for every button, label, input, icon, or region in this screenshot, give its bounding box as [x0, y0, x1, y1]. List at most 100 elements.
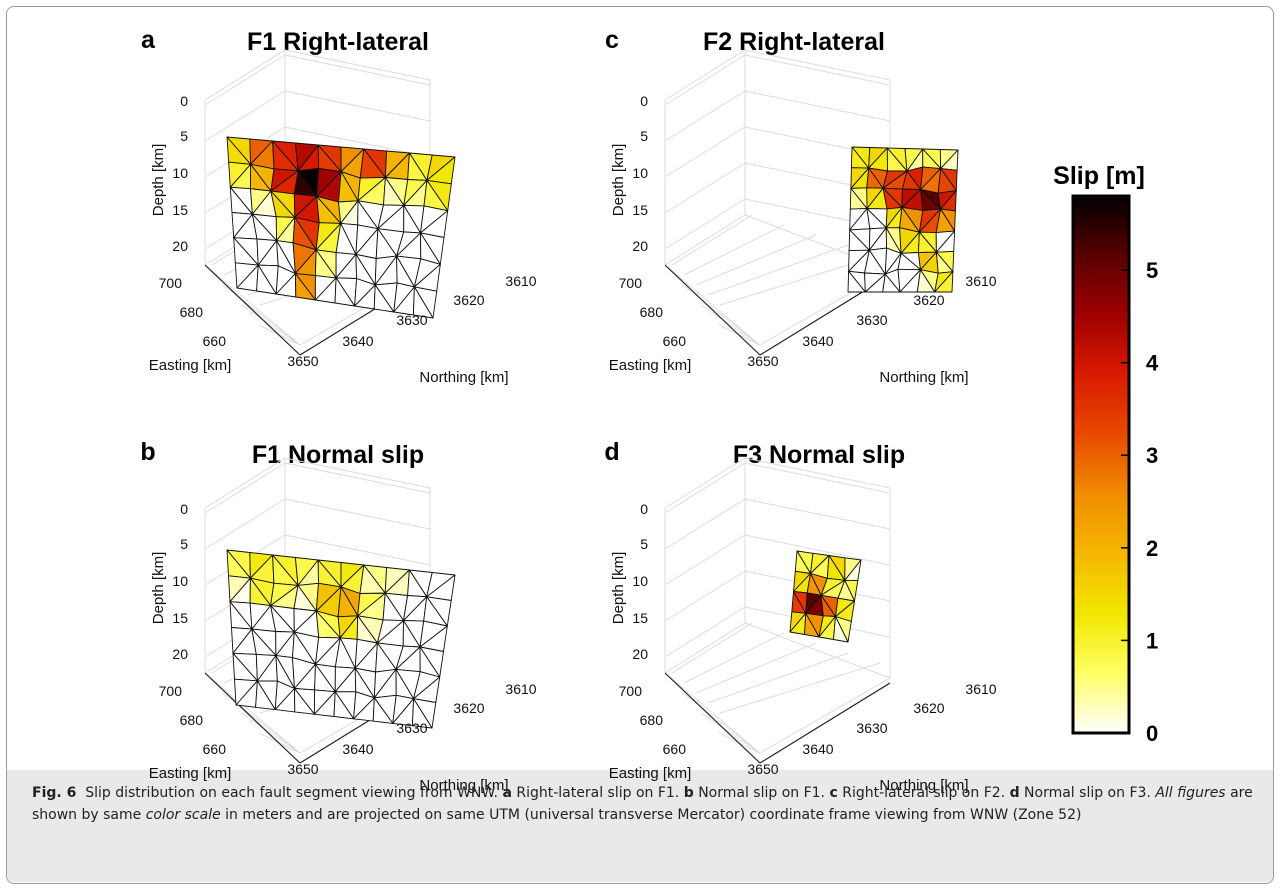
easting-axis-label: Easting [km] [609, 357, 692, 374]
grid-line [664, 606, 746, 658]
grid-line [744, 498, 891, 530]
depth-tick-label: 10 [632, 573, 648, 589]
northing-tick-label: 3640 [342, 741, 373, 757]
caption-label-d: d [1009, 785, 1020, 801]
grid-line [744, 49, 891, 81]
depth-tick-label: 0 [180, 93, 188, 109]
easting-axis-line [204, 264, 301, 356]
northing-tick-label: 3610 [965, 681, 996, 697]
depth-tick-label: 15 [632, 202, 648, 218]
grid-line [671, 214, 753, 266]
slip-patch [294, 273, 316, 301]
easting-axis-label: Easting [km] [609, 765, 692, 782]
northing-tick-label: 3610 [505, 681, 536, 697]
easting-axis-label: Easting [km] [149, 357, 232, 374]
grid-line [664, 54, 746, 106]
slip-patch [412, 286, 434, 319]
northing-tick-label: 3650 [747, 761, 778, 777]
grid-line [204, 54, 286, 106]
colorbar-tick-label: 3 [1146, 443, 1158, 468]
slip-patch [804, 612, 820, 638]
easting-tick-label: 700 [619, 275, 643, 291]
colorbar-tick-label: 5 [1146, 258, 1158, 283]
grid-line [683, 632, 785, 684]
grid-line [683, 224, 785, 276]
grid-line [695, 234, 817, 286]
slip-patch [934, 271, 954, 293]
depth-axis-label: Depth [km] [610, 144, 627, 217]
slip-patch [372, 697, 394, 724]
depth-tick-label: 15 [632, 610, 648, 626]
depth-tick-label: 5 [180, 536, 188, 552]
easting-tick-label: 660 [203, 333, 227, 349]
panel-letter-d: d [604, 438, 619, 466]
panel-title-d: F3 Normal slip [733, 441, 905, 469]
slip-patch [411, 698, 433, 729]
northing-tick-label: 3640 [342, 333, 373, 349]
grid-line [664, 214, 746, 266]
caption-text: Slip distribution on each fault segment … [85, 785, 499, 801]
easting-tick-label: 700 [619, 683, 643, 699]
fault-mesh-a [226, 136, 456, 319]
depth-axis-label: Depth [km] [610, 552, 627, 625]
easting-tick-label: 660 [203, 741, 227, 757]
fault-mesh-c [847, 146, 959, 293]
grid-line [240, 712, 301, 754]
slip-patch [333, 691, 355, 720]
grid-line [204, 264, 301, 346]
caption-text: Right-lateral slip on F2. [842, 785, 1006, 801]
grid-line [744, 534, 891, 566]
depth-tick-label: 10 [172, 165, 188, 181]
caption-figure-label: Fig. 6 [32, 785, 77, 801]
depth-axis-label: Depth [km] [150, 552, 167, 625]
slip-patch [294, 688, 315, 715]
grid-line [719, 662, 881, 714]
northing-axis-label: Northing [km] [879, 369, 968, 386]
grid-line [664, 162, 746, 214]
caption-italic: All figures [1155, 785, 1226, 801]
grid-line [664, 622, 746, 674]
depth-axis-label: Depth [km] [150, 144, 167, 217]
grid-line [284, 49, 431, 81]
easting-tick-label: 680 [180, 304, 204, 320]
northing-tick-label: 3610 [965, 273, 996, 289]
grid-line [700, 304, 761, 346]
grid-line [682, 692, 761, 754]
northing-tick-label: 3630 [856, 720, 887, 736]
northing-tick-label: 3630 [396, 312, 427, 328]
depth-tick-label: 20 [632, 646, 648, 662]
grid-line [204, 49, 286, 101]
grid-line [664, 49, 746, 101]
easting-axis-line [664, 672, 761, 764]
depth-tick-label: 15 [172, 610, 188, 626]
easting-axis-line [664, 264, 761, 356]
depth-tick-label: 0 [640, 501, 648, 517]
grid-line [284, 462, 431, 494]
panel-letter-b: b [140, 438, 155, 466]
easting-tick-label: 700 [159, 275, 183, 291]
slip-patch [373, 284, 395, 313]
depth-tick-label: 0 [640, 93, 648, 109]
grid-line [664, 570, 746, 622]
grid-line [682, 284, 761, 346]
easting-tick-label: 660 [663, 741, 687, 757]
colorbar-tick-label: 0 [1146, 721, 1158, 746]
grid-line [664, 457, 746, 509]
panel-letter-c: c [605, 26, 619, 54]
easting-tick-label: 700 [159, 683, 183, 699]
slip-patch [847, 270, 866, 293]
caption-label-b: b [683, 785, 694, 801]
colorbar-tick-label: 1 [1146, 628, 1158, 653]
depth-tick-label: 5 [640, 128, 648, 144]
easting-tick-label: 680 [640, 304, 664, 320]
northing-tick-label: 3630 [856, 312, 887, 328]
caption-text: are shown by same [32, 785, 1253, 823]
northing-tick-label: 3620 [453, 700, 484, 716]
figure-caption: Fig. 6 Slip distribution on each fault s… [32, 782, 1254, 826]
grid-line [204, 90, 286, 142]
northing-axis-label: Northing [km] [419, 777, 508, 794]
northing-tick-label: 3610 [505, 273, 536, 289]
depth-tick-label: 10 [172, 573, 188, 589]
grid-line [664, 90, 746, 142]
